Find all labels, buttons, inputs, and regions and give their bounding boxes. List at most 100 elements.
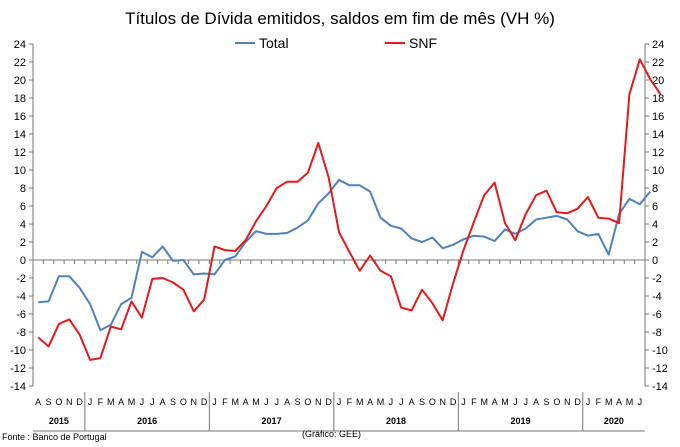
y-tick-label-right: 18 <box>652 93 664 105</box>
month-label: O <box>180 397 187 407</box>
y-tick-label-right: 0 <box>652 255 658 267</box>
month-label: J <box>513 397 518 407</box>
y-tick-label-left: -8 <box>16 327 26 339</box>
y-tick-label-right: 8 <box>652 183 658 195</box>
year-label: 2015 <box>49 416 69 426</box>
month-label: M <box>501 397 509 407</box>
y-tick-label-left: -12 <box>10 363 26 375</box>
month-label: J <box>523 397 528 407</box>
month-label: M <box>107 397 115 407</box>
y-tick-label-left: 6 <box>20 201 26 213</box>
legend: Total SNF <box>235 35 437 51</box>
month-label: N <box>315 397 322 407</box>
series-line-total <box>38 178 651 332</box>
y-tick-label-left: 16 <box>14 111 26 123</box>
chart-title: Títulos de Dívida emitidos, saldos em fi… <box>125 9 555 28</box>
y-tick-label-left: 22 <box>14 57 26 69</box>
month-label: F <box>596 397 602 407</box>
month-label: J <box>586 397 591 407</box>
y-tick-label-left: -2 <box>16 273 26 285</box>
y-tick-label-right: 14 <box>652 129 664 141</box>
month-label: A <box>160 397 166 407</box>
legend-label-snf: SNF <box>409 35 437 51</box>
y-tick-label-left: -10 <box>10 345 26 357</box>
series-layer <box>37 58 662 361</box>
y-tick-label-left: 4 <box>20 219 26 231</box>
year-label: 2018 <box>386 416 406 426</box>
y-tick-label-right: 4 <box>652 219 658 231</box>
month-label: A <box>616 397 622 407</box>
y-tick-label-right: 20 <box>652 75 664 87</box>
y-tick-label-right: -12 <box>652 363 668 375</box>
month-label: O <box>55 397 62 407</box>
month-label: M <box>480 397 488 407</box>
month-label: M <box>605 397 613 407</box>
month-label: N <box>439 397 446 407</box>
month-label: D <box>76 397 83 407</box>
month-label: D <box>201 397 208 407</box>
month-label: A <box>367 397 373 407</box>
month-label: J <box>140 397 145 407</box>
axes <box>29 43 649 432</box>
month-label: J <box>275 397 280 407</box>
month-label: J <box>212 397 217 407</box>
y-tick-label-left: 10 <box>14 165 26 177</box>
month-label: A <box>118 397 124 407</box>
month-label: A <box>409 397 415 407</box>
month-label: F <box>98 397 104 407</box>
month-label: J <box>150 397 155 407</box>
month-label: S <box>419 397 425 407</box>
series-line-snf <box>37 58 662 361</box>
y-tick-label-right: -6 <box>652 309 662 321</box>
y-tick-label-right: -4 <box>652 291 662 303</box>
y-tick-label-right: -10 <box>652 345 668 357</box>
month-label: M <box>252 397 260 407</box>
year-label: 2017 <box>262 416 282 426</box>
y-tick-label-left: -14 <box>10 381 26 393</box>
legend-label-total: Total <box>259 35 289 51</box>
y-tick-label-right: 10 <box>652 165 664 177</box>
month-label: A <box>243 397 249 407</box>
y-tick-label-left: -6 <box>16 309 26 321</box>
month-label: D <box>325 397 332 407</box>
month-label: J <box>264 397 269 407</box>
y-tick-label-left: 0 <box>20 255 26 267</box>
month-label: J <box>337 397 342 407</box>
month-label: J <box>389 397 394 407</box>
credit-note: (Gráfico: GEE) <box>302 429 361 439</box>
y-tick-label-right: -8 <box>652 327 662 339</box>
y-tick-label-left: 18 <box>14 93 26 105</box>
y-tick-label-left: -4 <box>16 291 26 303</box>
y-tick-label-right: 22 <box>652 57 664 69</box>
month-label: S <box>46 397 52 407</box>
month-label: O <box>304 397 311 407</box>
y-tick-label-right: 12 <box>652 147 664 159</box>
month-label: N <box>66 397 73 407</box>
month-label: J <box>638 397 643 407</box>
month-label: O <box>553 397 560 407</box>
y-tick-label-right: 6 <box>652 201 658 213</box>
month-label: A <box>284 397 290 407</box>
month-label: O <box>429 397 436 407</box>
y-tick-label-right: 16 <box>652 111 664 123</box>
month-label: D <box>574 397 581 407</box>
month-label: A <box>533 397 539 407</box>
month-label: F <box>347 397 353 407</box>
y-tick-label-left: 20 <box>14 75 26 87</box>
y-tick-label-right: 2 <box>652 237 658 249</box>
year-label: 2019 <box>511 416 531 426</box>
year-label: 2020 <box>604 416 624 426</box>
y-tick-label-left: 14 <box>14 129 26 141</box>
year-label: 2016 <box>137 416 157 426</box>
month-label: F <box>471 397 477 407</box>
month-label: F <box>222 397 228 407</box>
y-tick-label-right: -2 <box>652 273 662 285</box>
source-note: Fonte : Banco de Portugal <box>2 432 107 442</box>
month-label: N <box>191 397 198 407</box>
y-tick-label-right: 24 <box>652 39 664 51</box>
month-label: J <box>88 397 93 407</box>
y-tick-label-right: -14 <box>652 381 668 393</box>
y-tick-label-left: 8 <box>20 183 26 195</box>
